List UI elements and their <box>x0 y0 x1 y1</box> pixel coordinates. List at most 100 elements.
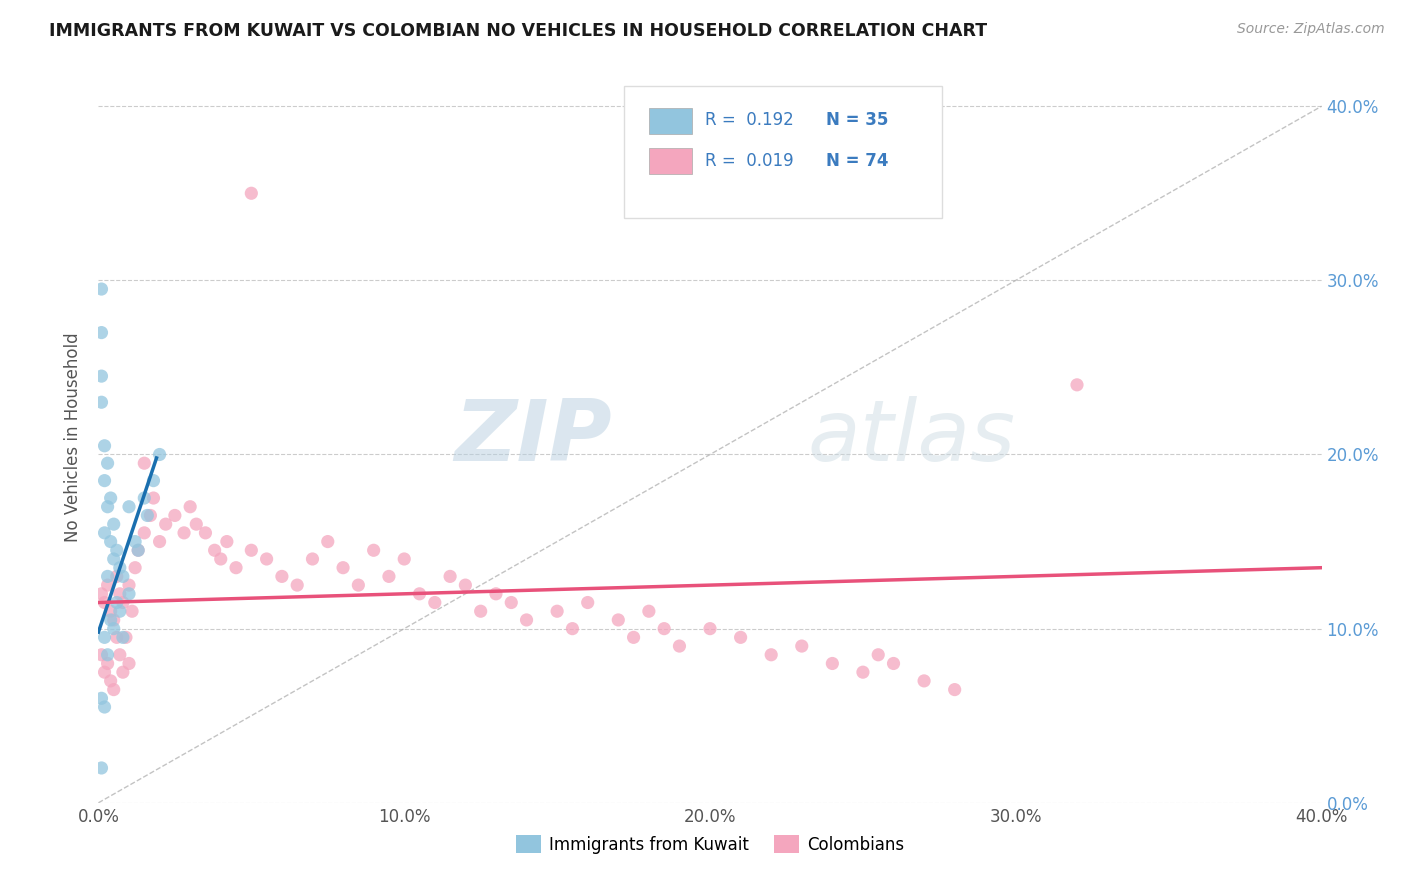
Point <box>179 500 201 514</box>
Point <box>111 665 134 680</box>
Point <box>623 631 645 645</box>
FancyBboxPatch shape <box>648 108 692 134</box>
Point <box>730 631 752 645</box>
Point <box>561 622 583 636</box>
Point <box>408 587 430 601</box>
Point <box>118 578 141 592</box>
FancyBboxPatch shape <box>624 86 942 218</box>
Point <box>90 587 112 601</box>
Point <box>378 569 401 583</box>
Point <box>759 648 782 662</box>
Point <box>105 631 128 645</box>
Point <box>285 578 308 592</box>
Point <box>103 682 125 697</box>
Point <box>90 282 112 296</box>
Point <box>142 491 165 505</box>
Point <box>108 587 131 601</box>
Text: ZIP: ZIP <box>454 395 612 479</box>
Point <box>111 569 134 583</box>
Point <box>100 534 122 549</box>
Text: Source: ZipAtlas.com: Source: ZipAtlas.com <box>1237 22 1385 37</box>
Point <box>576 595 599 609</box>
Point <box>699 622 721 636</box>
Point <box>439 569 461 583</box>
Point <box>501 595 523 609</box>
Point <box>209 552 232 566</box>
Point <box>97 657 120 671</box>
Text: R =  0.192: R = 0.192 <box>706 112 794 129</box>
FancyBboxPatch shape <box>648 148 692 174</box>
Text: R =  0.019: R = 0.019 <box>706 152 794 169</box>
Point <box>108 648 131 662</box>
Point <box>821 657 844 671</box>
Point <box>100 673 122 688</box>
Text: IMMIGRANTS FROM KUWAIT VS COLOMBIAN NO VEHICLES IN HOUSEHOLD CORRELATION CHART: IMMIGRANTS FROM KUWAIT VS COLOMBIAN NO V… <box>49 22 987 40</box>
Point <box>90 761 112 775</box>
Point <box>93 595 115 609</box>
Point <box>1066 377 1088 392</box>
Point <box>516 613 538 627</box>
Point <box>103 613 125 627</box>
Point <box>93 665 115 680</box>
Point <box>124 560 146 574</box>
Point <box>423 595 446 609</box>
Text: N = 35: N = 35 <box>827 112 889 129</box>
Point <box>194 525 217 540</box>
Point <box>93 700 115 714</box>
Point <box>155 517 177 532</box>
Text: N = 74: N = 74 <box>827 152 889 169</box>
Point <box>121 604 143 618</box>
Point <box>173 525 195 540</box>
Point <box>97 578 120 592</box>
Point <box>108 604 131 618</box>
Point <box>868 648 890 662</box>
Point <box>316 534 339 549</box>
Text: atlas: atlas <box>808 395 1017 479</box>
Point <box>97 648 120 662</box>
Point <box>118 587 141 601</box>
Point <box>607 613 630 627</box>
Point <box>90 395 112 409</box>
Point <box>103 517 125 532</box>
Point <box>111 595 134 609</box>
Point <box>546 604 568 618</box>
Point <box>142 474 165 488</box>
Point <box>332 560 354 574</box>
Point <box>108 560 131 574</box>
Point <box>225 560 247 574</box>
Point <box>105 569 128 583</box>
Point <box>103 552 125 566</box>
Point <box>118 500 141 514</box>
Point <box>240 186 263 201</box>
Point <box>347 578 370 592</box>
Point <box>90 648 112 662</box>
Point <box>149 534 172 549</box>
Point <box>668 639 690 653</box>
Point <box>256 552 278 566</box>
Point <box>105 595 128 609</box>
Point <box>90 369 112 384</box>
Point <box>912 673 935 688</box>
Point <box>93 631 115 645</box>
Point <box>134 456 156 470</box>
Point <box>485 587 508 601</box>
Point <box>392 552 416 566</box>
Point <box>204 543 226 558</box>
Point <box>127 543 149 558</box>
Point <box>105 543 128 558</box>
Point <box>149 448 172 462</box>
Point <box>136 508 159 523</box>
Point <box>215 534 238 549</box>
Point <box>943 682 966 697</box>
Point <box>637 604 661 618</box>
Point <box>103 622 125 636</box>
Point <box>111 631 134 645</box>
Point <box>90 691 112 706</box>
Point <box>100 613 122 627</box>
Point <box>93 439 115 453</box>
Y-axis label: No Vehicles in Household: No Vehicles in Household <box>65 332 83 542</box>
Point <box>97 500 120 514</box>
Point <box>93 525 115 540</box>
Point <box>100 604 122 618</box>
Point <box>470 604 492 618</box>
